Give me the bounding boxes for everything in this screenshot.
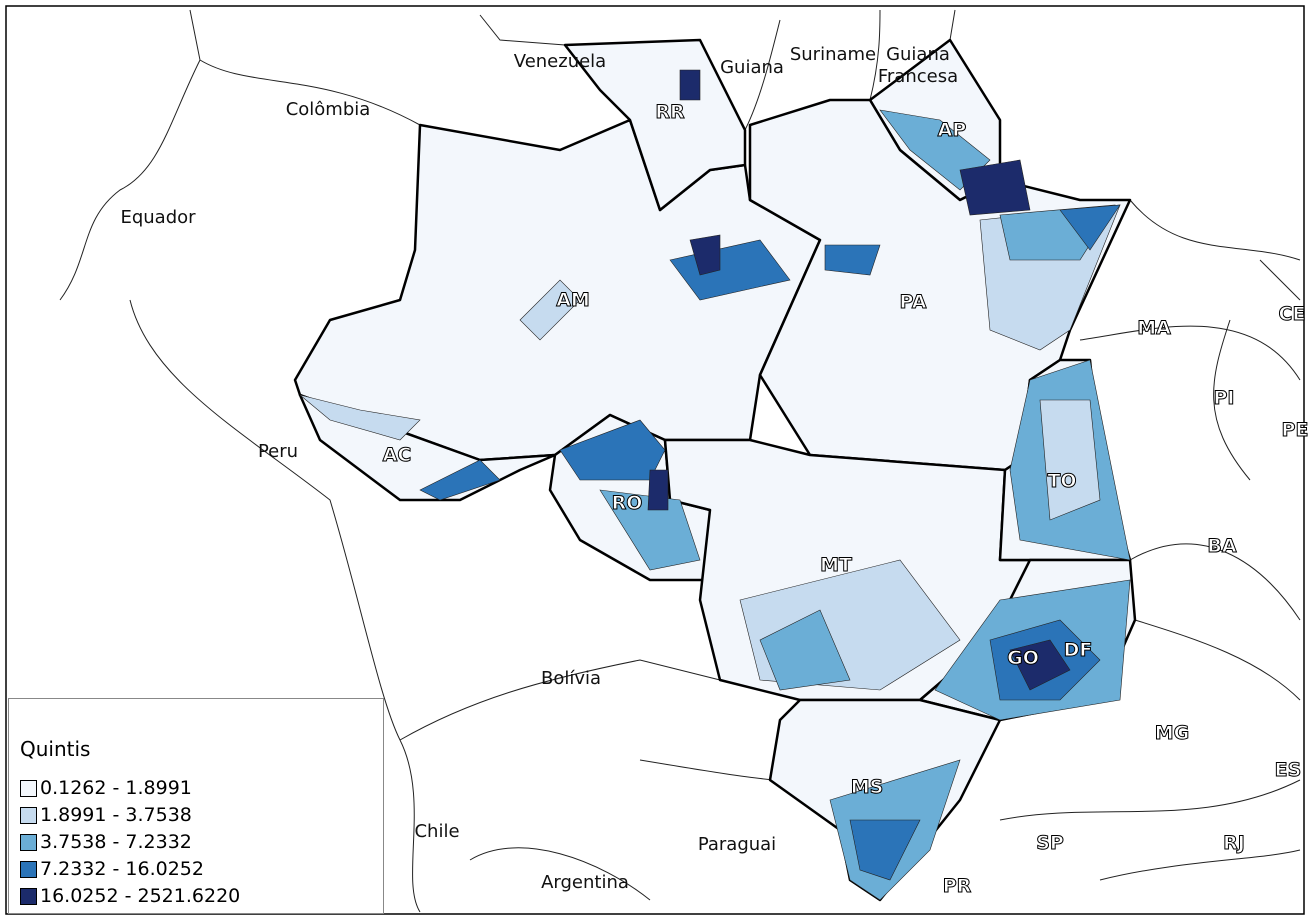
- country-label: Colômbia: [285, 99, 371, 120]
- state-label: MT: [820, 554, 853, 577]
- legend-label: 1.8991 - 3.7538: [40, 804, 192, 826]
- state-label: AP: [937, 119, 967, 142]
- country-borders: [59, 9, 1301, 913]
- state-label: TO: [1047, 470, 1077, 493]
- country-label: Paraguai: [697, 834, 777, 855]
- state-label: PE: [1281, 419, 1309, 442]
- state-label: MS: [850, 776, 884, 799]
- state-label: PI: [1213, 387, 1235, 410]
- country-label: Equador: [120, 207, 196, 228]
- state-label: GO: [1007, 647, 1040, 670]
- state-label: CE: [1278, 303, 1306, 326]
- state-label: PR: [942, 875, 972, 898]
- legend-swatch: [20, 833, 37, 851]
- state-label: RJ: [1223, 832, 1246, 855]
- legend: Quintis 0.1262 - 1.8991 1.8991 - 3.7538 3.…: [8, 698, 384, 914]
- state-label: BA: [1207, 535, 1237, 558]
- municipality: [647, 469, 669, 511]
- state-label: DF: [1063, 639, 1093, 662]
- state-label: PA: [899, 291, 927, 314]
- municipality: [849, 819, 921, 881]
- state-label: ES: [1274, 759, 1302, 782]
- legend-swatch: [20, 806, 37, 824]
- municipality: [1039, 399, 1101, 521]
- municipality: [559, 419, 666, 481]
- state-label: SP: [1036, 832, 1065, 855]
- country-label: Bolívia: [540, 668, 602, 689]
- legend-swatch: [20, 860, 37, 878]
- legend-label: 16.0252 - 2521.6220: [40, 885, 241, 907]
- municipality-classes: [299, 69, 1131, 901]
- state-pa: [748, 98, 1132, 472]
- legend-title: Quintis: [20, 737, 91, 761]
- country-label: Guiana: [720, 57, 784, 78]
- state-label: AM: [556, 289, 591, 312]
- state-label: RR: [655, 101, 685, 124]
- state-label: MG: [1154, 722, 1190, 745]
- country-label: Guiana Francesa: [877, 44, 959, 87]
- legend-label: 3.7538 - 7.2332: [40, 831, 192, 853]
- municipality: [519, 279, 581, 341]
- country-label: Argentina: [541, 872, 629, 893]
- country-label: Venezuela: [513, 51, 607, 72]
- municipality: [299, 394, 421, 441]
- legend-swatch: [20, 779, 37, 797]
- country-label: Chile: [414, 821, 460, 842]
- municipality: [419, 459, 501, 501]
- municipality: [1059, 204, 1121, 251]
- legend-item: 7.2332 - 16.0252: [20, 858, 204, 880]
- state-label: AC: [382, 444, 412, 467]
- state-label: MA: [1137, 317, 1172, 340]
- legend-label: 7.2332 - 16.0252: [40, 858, 204, 880]
- legend-item: 1.8991 - 3.7538: [20, 804, 192, 826]
- municipality: [759, 609, 851, 691]
- municipality: [959, 159, 1031, 216]
- legend-swatch: [20, 887, 37, 905]
- legend-item: 16.0252 - 2521.6220: [20, 885, 240, 907]
- municipality: [1009, 639, 1071, 691]
- legend-label: 0.1262 - 1.8991: [40, 777, 192, 799]
- legend-item: 3.7538 - 7.2332: [20, 831, 192, 853]
- municipality: [689, 234, 721, 276]
- state-label: RO: [611, 492, 643, 515]
- municipality: [679, 69, 701, 101]
- legend-item: 0.1262 - 1.8991: [20, 777, 192, 799]
- municipality: [824, 244, 881, 276]
- country-label: Peru: [257, 441, 299, 462]
- country-label: Suriname: [789, 44, 877, 65]
